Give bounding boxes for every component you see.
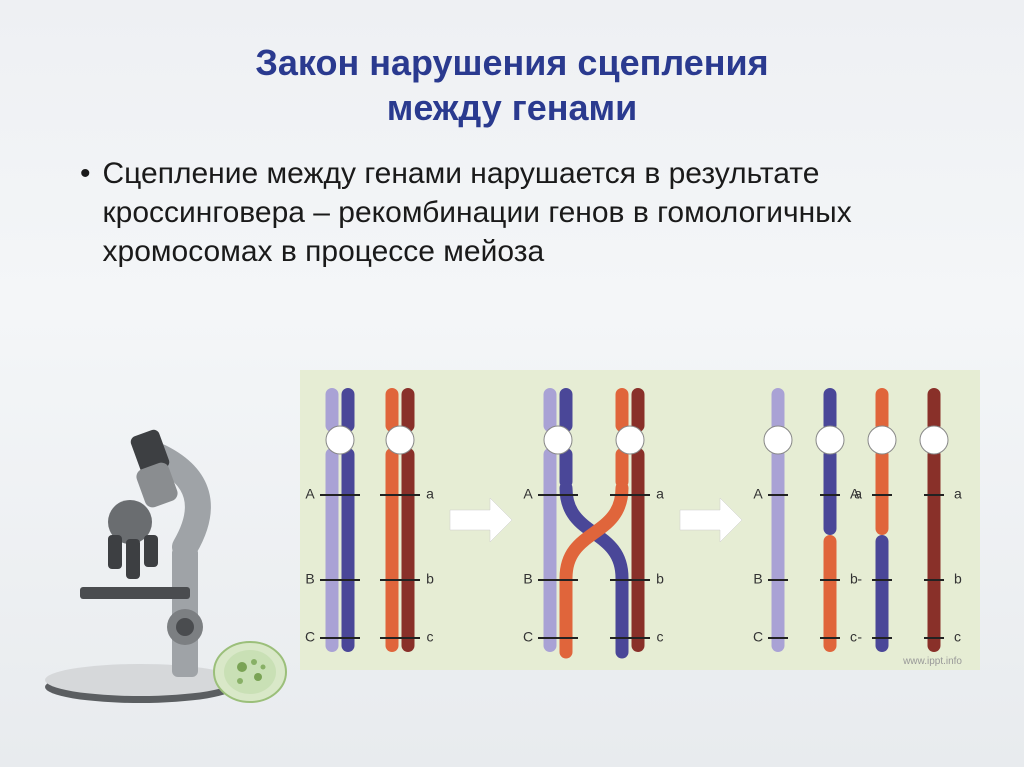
svg-text:a: a bbox=[656, 486, 664, 502]
crossing-over-diagram: AaBbCcAaBbCcAAaaBb-bCc-c bbox=[300, 370, 980, 670]
svg-text:B: B bbox=[305, 571, 314, 587]
svg-text:a: a bbox=[426, 486, 434, 502]
svg-text:A: A bbox=[753, 486, 763, 502]
svg-text:B: B bbox=[753, 571, 762, 587]
bullet-dot: • bbox=[80, 154, 91, 271]
page-title: Закон нарушения сцепления между генами bbox=[50, 40, 974, 130]
svg-text:-: - bbox=[857, 571, 862, 587]
svg-text:C: C bbox=[753, 629, 763, 645]
svg-text:a: a bbox=[954, 486, 962, 502]
cell-icon bbox=[210, 637, 290, 707]
svg-text:c: c bbox=[850, 629, 857, 645]
svg-text:b: b bbox=[954, 571, 962, 587]
svg-text:C: C bbox=[523, 629, 533, 645]
svg-text:B: B bbox=[523, 571, 532, 587]
svg-text:c: c bbox=[954, 629, 961, 645]
svg-text:A: A bbox=[523, 486, 533, 502]
svg-text:a: a bbox=[854, 486, 862, 502]
title-line-1: Закон нарушения сцепления bbox=[255, 42, 768, 83]
title-line-2: между генами bbox=[387, 87, 638, 128]
svg-text:A: A bbox=[305, 486, 315, 502]
body-paragraph: • Сцепление между генами нарушается в ре… bbox=[80, 154, 974, 271]
svg-text:c: c bbox=[427, 629, 434, 645]
svg-text:-: - bbox=[857, 629, 862, 645]
svg-text:b: b bbox=[426, 571, 434, 587]
image-credit: www.ippt.info bbox=[903, 656, 962, 667]
body-text: Сцепление между генами нарушается в резу… bbox=[103, 154, 974, 271]
svg-text:C: C bbox=[305, 629, 315, 645]
svg-text:c: c bbox=[657, 629, 664, 645]
svg-text:b: b bbox=[656, 571, 664, 587]
